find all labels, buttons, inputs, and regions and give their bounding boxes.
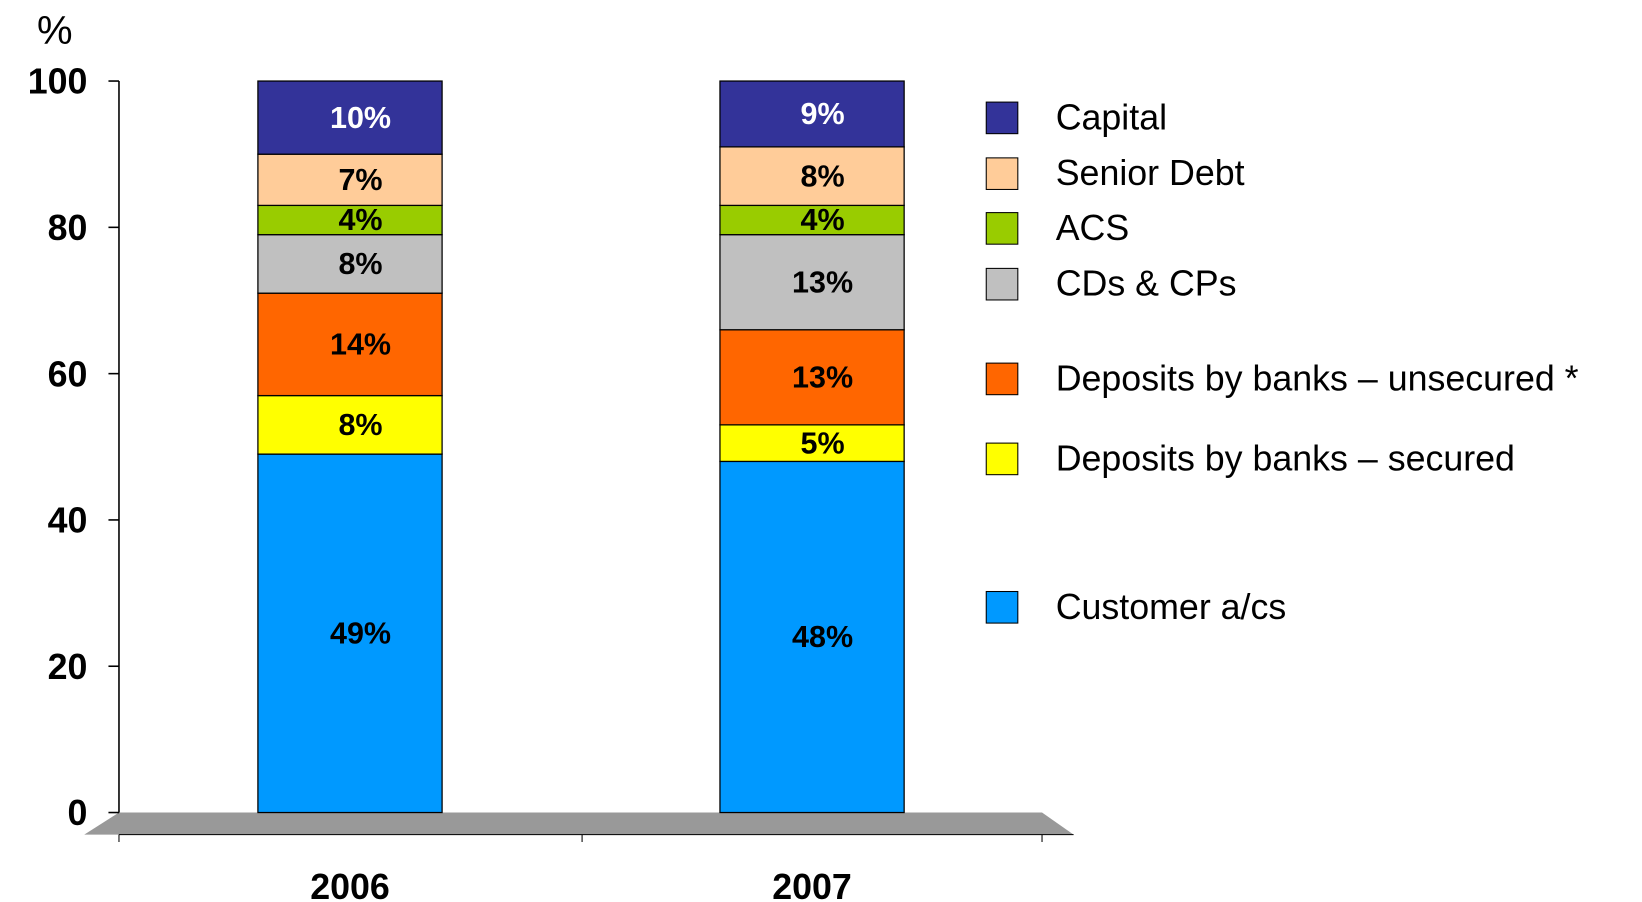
legend-swatch [985, 362, 1019, 396]
value-label: 8% [801, 159, 845, 193]
legend-swatch [985, 442, 1019, 476]
legend-label: CDs & CPs [1056, 264, 1237, 304]
legend-label: Customer a/cs [1056, 587, 1287, 627]
bar-segment [719, 234, 905, 331]
value-label: 9% [801, 97, 845, 131]
legend-label: ACS [1056, 208, 1130, 248]
bar-segment [719, 146, 905, 207]
value-label: 13% [792, 265, 853, 299]
value-label: 13% [792, 360, 853, 394]
value-label: 10% [330, 101, 391, 135]
bar-segment [257, 204, 443, 236]
value-label: 49% [330, 616, 391, 650]
x-tick-label: 2006 [310, 867, 390, 902]
y-tick-label: 40 [48, 501, 88, 541]
legend-swatch [985, 101, 1019, 135]
bar-segment [257, 394, 443, 455]
bar-segment [257, 234, 443, 294]
floor [84, 812, 1074, 835]
legend-label: Senior Debt [1056, 153, 1245, 193]
legend-swatch [985, 590, 1019, 624]
value-label: 5% [801, 426, 845, 460]
y-tick-label: 80 [48, 208, 88, 248]
bar-segment [719, 329, 905, 426]
value-label: 7% [338, 163, 382, 197]
bar-segment [257, 292, 443, 397]
y-tick-label: 60 [48, 354, 88, 394]
bar-segment [719, 80, 905, 148]
x-tick-label: 2007 [772, 867, 852, 902]
value-label: 4% [801, 203, 845, 237]
legend-label: Deposits by banks – secured [1056, 438, 1515, 478]
legend-label: Capital [1056, 97, 1167, 137]
bar-segment [719, 204, 905, 236]
legend-label: Deposits by banks – unsecured * [1056, 358, 1579, 398]
bar-segment [257, 80, 443, 155]
value-label: 4% [338, 203, 382, 237]
legend-swatch [985, 267, 1019, 301]
y-tick-label: 0 [67, 793, 87, 833]
y-axis-label: % [37, 9, 73, 53]
value-label: 8% [338, 247, 382, 281]
value-label: 48% [792, 620, 853, 654]
y-tick-label: 100 [28, 62, 88, 102]
legend-swatch [985, 212, 1019, 245]
y-tick-label: 20 [48, 647, 88, 687]
value-label: 14% [330, 328, 391, 362]
legend-swatch [985, 157, 1019, 190]
bar-segment [719, 460, 905, 814]
value-label: 8% [338, 408, 382, 442]
bar-segment [257, 453, 443, 814]
